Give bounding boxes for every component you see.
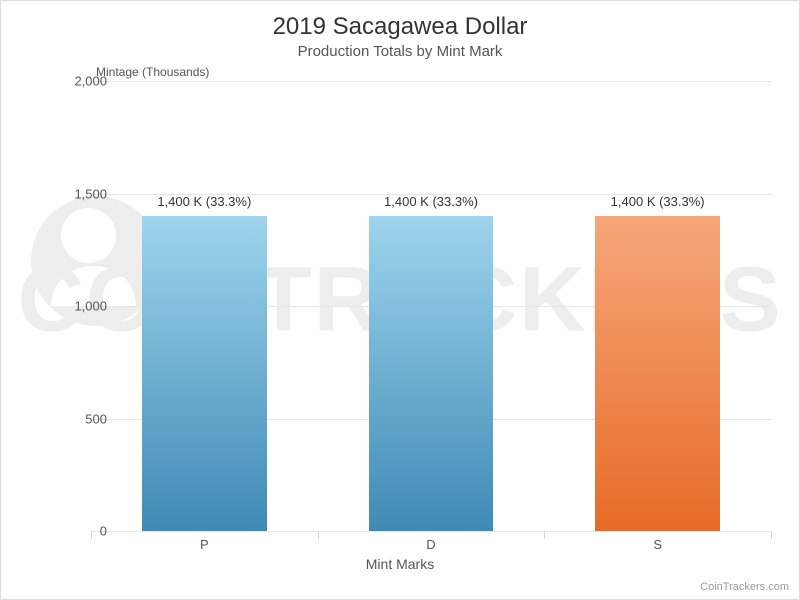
x-tick-label: P <box>154 537 254 552</box>
bar-p[interactable] <box>142 216 267 531</box>
gridline <box>91 531 771 532</box>
chart-title: 2019 Sacagawea Dollar <box>1 13 799 41</box>
x-tick-label: S <box>608 537 708 552</box>
bar-d[interactable] <box>369 216 494 531</box>
x-axis-title: Mint Marks <box>1 556 799 572</box>
bar-s[interactable] <box>595 216 720 531</box>
x-tick-mark <box>91 531 92 539</box>
bar-label: 1,400 K (33.3%) <box>331 194 531 209</box>
x-tick-mark <box>544 531 545 539</box>
gridline <box>91 81 771 82</box>
y-tick-label: 0 <box>47 524 107 539</box>
chart-container: COINTRACKERS 2019 Sacagawea Dollar Produ… <box>0 0 800 600</box>
y-tick-label: 2,000 <box>47 74 107 89</box>
bar-label: 1,400 K (33.3%) <box>558 194 758 209</box>
credits-text: CoinTrackers.com <box>700 581 789 593</box>
y-tick-label: 500 <box>47 411 107 426</box>
y-tick-label: 1,000 <box>47 299 107 314</box>
chart-subtitle: Production Totals by Mint Mark <box>1 43 799 60</box>
x-tick-mark <box>318 531 319 539</box>
plot-area <box>91 81 771 531</box>
y-axis-title: Mintage (Thousands) <box>96 65 209 79</box>
x-tick-mark <box>771 531 772 539</box>
x-tick-label: D <box>381 537 481 552</box>
bar-label: 1,400 K (33.3%) <box>104 194 304 209</box>
y-tick-label: 1,500 <box>47 186 107 201</box>
